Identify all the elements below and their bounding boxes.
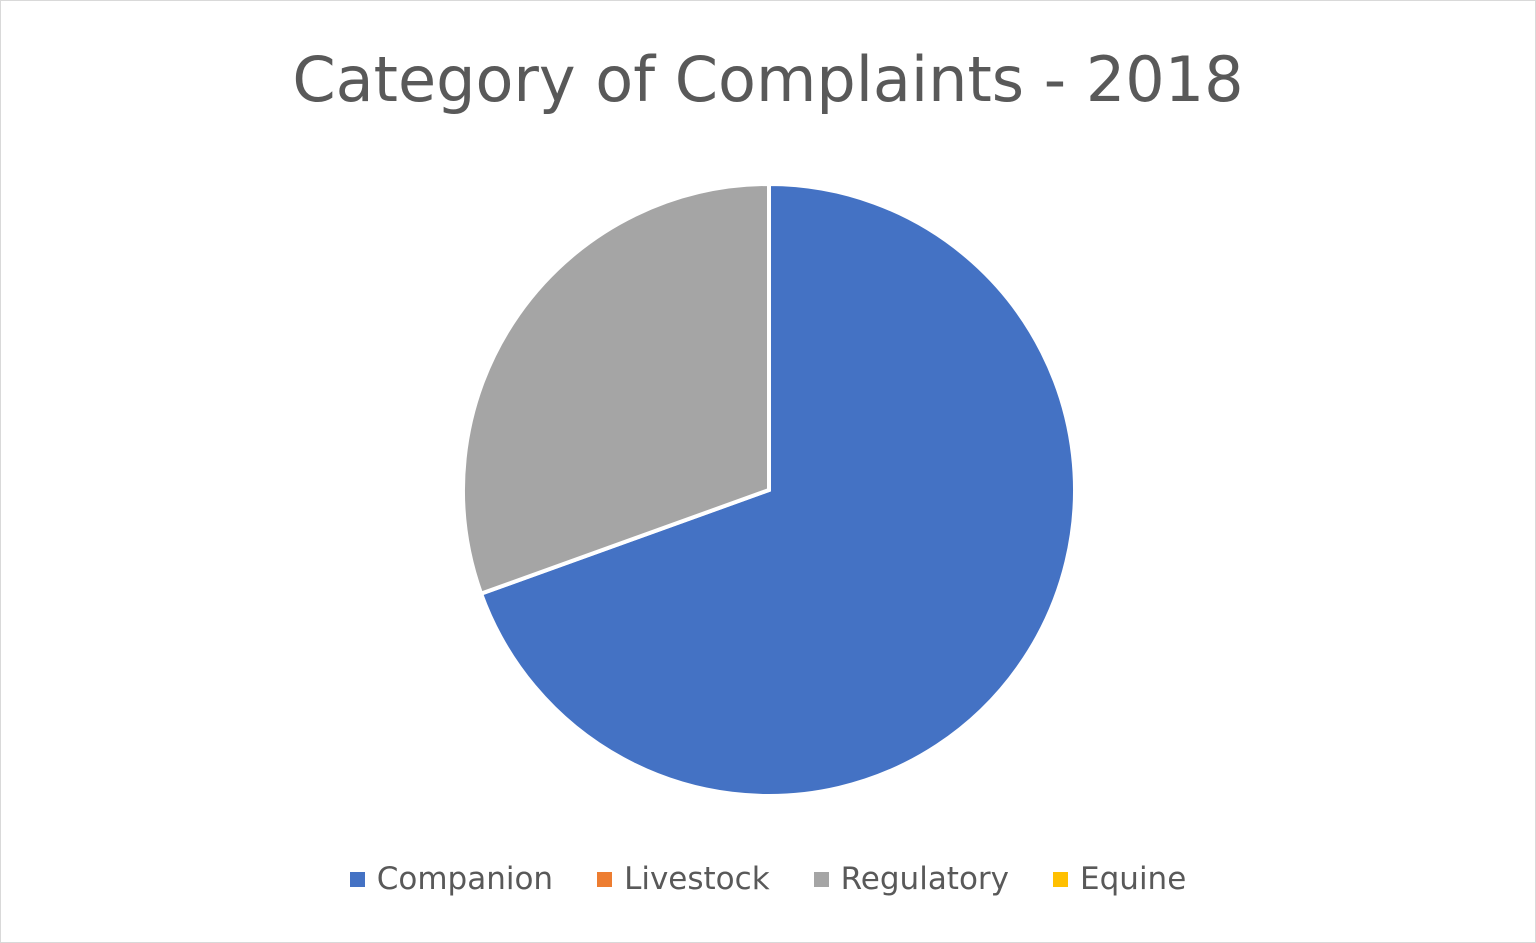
chart-title: Category of Complaints - 2018 (292, 43, 1244, 116)
legend-item-equine: Equine (1053, 861, 1186, 897)
pie-slice-regulatory (461, 181, 771, 597)
legend-item-livestock: Livestock (597, 861, 770, 897)
legend-label: Equine (1080, 861, 1187, 897)
legend-label: Livestock (624, 861, 770, 897)
legend-label: Regulatory (840, 861, 1010, 897)
legend-label: Companion (376, 861, 554, 897)
legend-item-regulatory: Regulatory (813, 861, 1010, 897)
legend-item-companion: Companion (349, 861, 554, 897)
legend-swatch (1053, 871, 1069, 887)
legend: Companion Livestock Regulatory Equine (1, 861, 1535, 897)
legend-swatch (813, 871, 829, 887)
legend-swatch (349, 871, 365, 887)
pie-slice-companion (478, 181, 1077, 798)
legend-swatch (597, 871, 613, 887)
